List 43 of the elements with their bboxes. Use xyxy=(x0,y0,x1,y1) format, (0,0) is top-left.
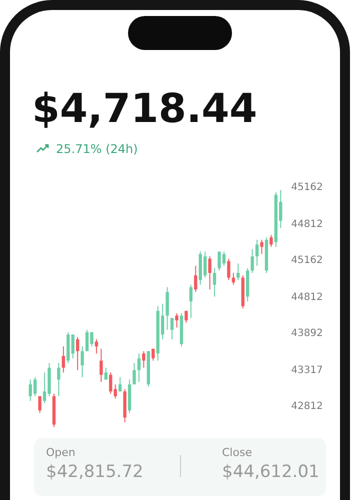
candlestick xyxy=(137,353,141,382)
text: 43892 xyxy=(290,328,324,339)
candlestick xyxy=(166,286,169,330)
candlestick xyxy=(62,346,66,373)
text: $42,815.72 xyxy=(46,462,144,482)
candlestick xyxy=(232,272,236,286)
text: $44,612.01 xyxy=(222,462,320,482)
text: 43317 xyxy=(290,364,324,376)
text: 44812 xyxy=(290,218,324,230)
text: 45162 xyxy=(290,255,324,266)
candlestick xyxy=(100,348,103,382)
candlestick xyxy=(170,317,174,340)
candlestick xyxy=(189,284,193,318)
candlestick xyxy=(270,234,273,248)
candlestick xyxy=(38,396,42,414)
text: 44812 xyxy=(290,292,324,302)
candlestick xyxy=(212,268,216,298)
candlestick xyxy=(203,251,207,278)
candlestick xyxy=(57,362,60,397)
candlestick xyxy=(208,256,212,290)
candlestick xyxy=(250,248,254,274)
candlestick xyxy=(71,334,74,359)
candlestick xyxy=(94,338,98,354)
text: 42812 xyxy=(290,401,324,412)
candlestick xyxy=(260,239,264,254)
candlestick xyxy=(118,376,122,392)
candlestick xyxy=(175,312,178,328)
text: Open xyxy=(46,446,76,459)
candlestick xyxy=(194,265,198,292)
chart-title: $4,718.44 xyxy=(32,86,258,132)
candlestick xyxy=(142,350,146,368)
candlestick xyxy=(114,384,117,400)
candlestick xyxy=(80,346,84,378)
candlestick xyxy=(236,262,240,281)
candlestick xyxy=(109,372,112,394)
candlestick xyxy=(132,362,136,385)
candlestick xyxy=(227,258,230,281)
text: Close xyxy=(222,446,252,459)
chart-subtitle: 25.71% (24h) xyxy=(56,142,138,156)
candlestick xyxy=(255,239,259,266)
candlestick xyxy=(76,336,80,371)
candlestick xyxy=(33,376,37,397)
text: 45162 xyxy=(290,182,324,193)
